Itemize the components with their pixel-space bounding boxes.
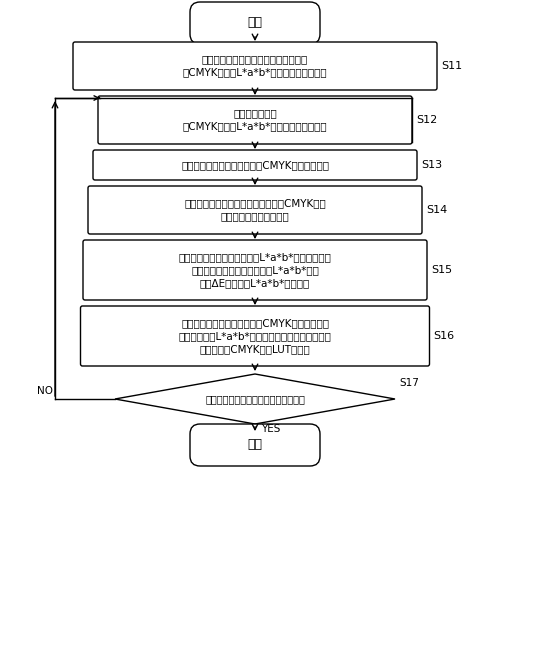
Text: 終了: 終了 (247, 438, 262, 452)
FancyBboxPatch shape (98, 96, 412, 144)
Text: YES: YES (261, 424, 280, 434)
Text: 取得した入力データにおけるCMYKの構成を特定: 取得した入力データにおけるCMYKの構成を特定 (181, 160, 329, 170)
FancyBboxPatch shape (93, 150, 417, 180)
Text: S17: S17 (399, 378, 419, 388)
Text: 格子点分の入力データを取得したか？: 格子点分の入力データを取得したか？ (205, 394, 305, 404)
Text: NO: NO (37, 386, 53, 396)
Text: 測色データから格子点分の出力データ
（CMYK値及びL*a*b*値の組合せ）を生成: 測色データから格子点分の出力データ （CMYK値及びL*a*b*値の組合せ）を生… (183, 54, 327, 78)
Text: S13: S13 (421, 160, 442, 170)
Text: S11: S11 (441, 61, 462, 71)
Text: 特定した構成色と同じ構成色であるCMYK値を
有する出力データを抽出: 特定した構成色と同じ構成色であるCMYK値を 有する出力データを抽出 (184, 199, 326, 221)
Text: 開始: 開始 (247, 17, 262, 29)
FancyBboxPatch shape (190, 424, 320, 466)
Polygon shape (115, 374, 395, 424)
Text: S14: S14 (426, 205, 447, 215)
FancyBboxPatch shape (190, 2, 320, 44)
Text: S12: S12 (416, 115, 437, 125)
Text: 抽出した出力データにおけるL*a*b*値の中から、
取得した入力データにおけるL*a*b*値と
色差ΔEが最小のL*a*b*値を特定: 抽出した出力データにおけるL*a*b*値の中から、 取得した入力データにおけるL… (179, 252, 332, 288)
FancyBboxPatch shape (88, 186, 422, 234)
FancyBboxPatch shape (83, 240, 427, 300)
FancyBboxPatch shape (80, 306, 429, 366)
Text: 取得した入力データにおけるCMYK値と対応付け
て、特定したL*a*b*値と関連付けられた出力デー
タにおけるCMYK値をLUTに記述: 取得した入力データにおけるCMYK値と対応付け て、特定したL*a*b*値と関連… (179, 318, 332, 354)
FancyBboxPatch shape (73, 42, 437, 90)
Text: S15: S15 (431, 265, 452, 275)
Text: 一の入力データ
（CMYK値及びL*a*b*値の組合せ）を取得: 一の入力データ （CMYK値及びL*a*b*値の組合せ）を取得 (183, 108, 327, 132)
Text: S16: S16 (434, 331, 455, 341)
